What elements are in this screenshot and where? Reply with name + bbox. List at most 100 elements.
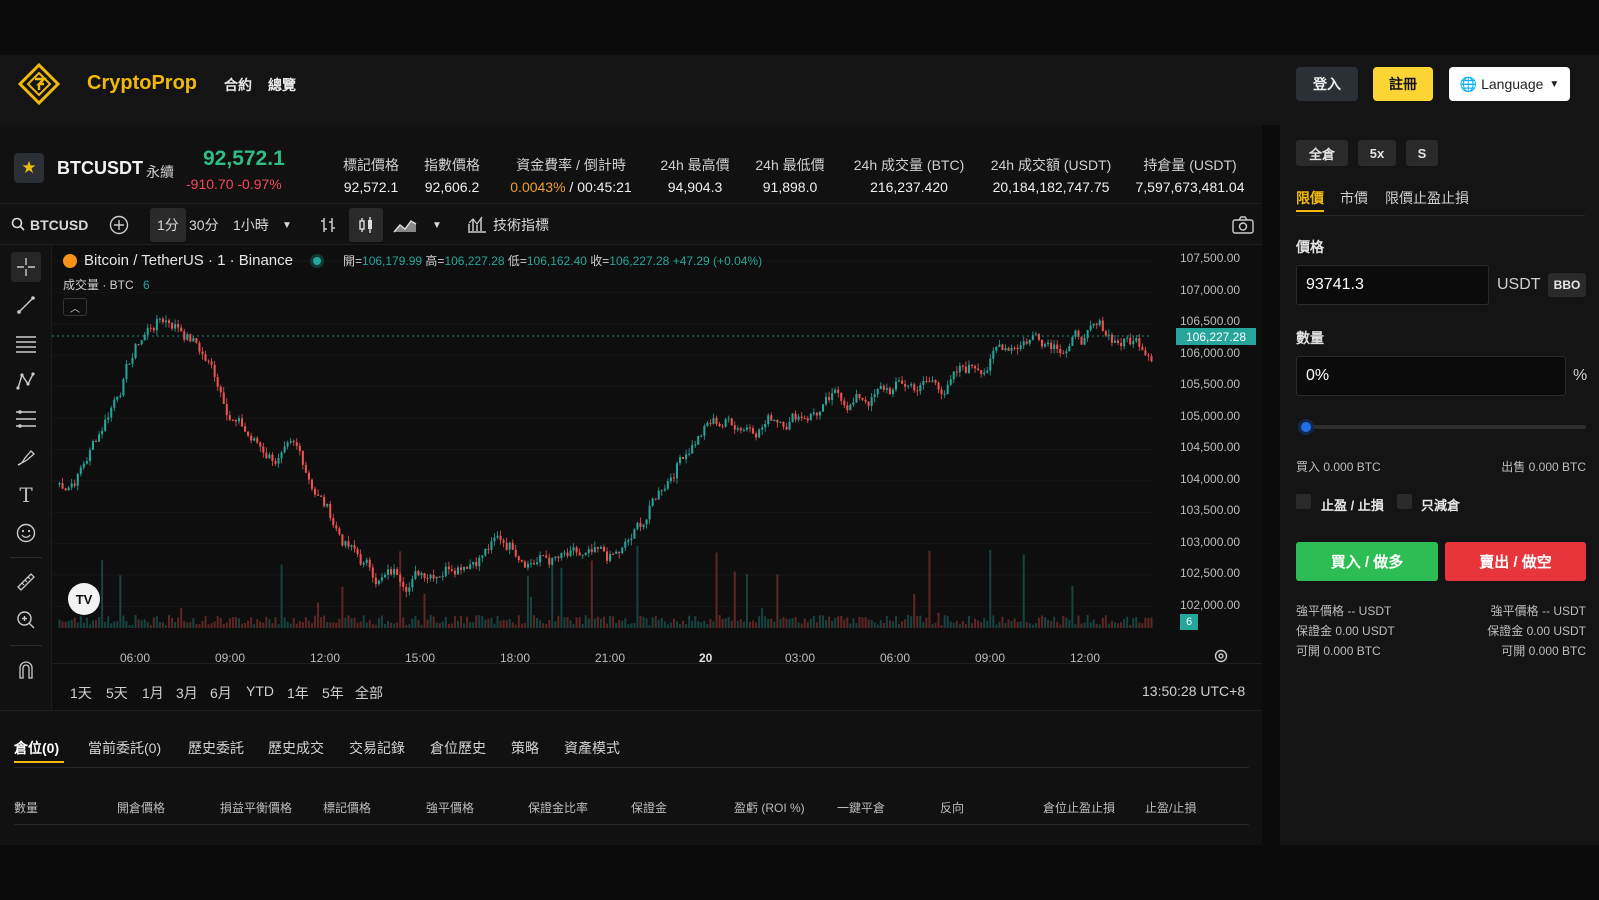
style-dropdown-chevron-icon[interactable]: ▼ [432,219,442,231]
range-3m-button[interactable]: 3月 [176,685,198,701]
nav-overview-link[interactable]: 總覽 [268,77,296,93]
collapse-legend-chevron-icon[interactable]: ︿ [63,298,87,316]
sell-short-button[interactable]: 賣出 / 做空 [1445,542,1586,581]
volume-bar [773,621,776,628]
pattern-tool-icon[interactable] [11,366,41,396]
ruler-icon[interactable] [11,567,41,597]
volume-bar [125,621,128,628]
volume-bar [715,552,718,628]
order-type-limit-tab[interactable]: 限價 [1296,190,1324,206]
candle-body [1141,346,1144,351]
tab-strategy[interactable]: 策略 [511,740,539,756]
favorite-star-icon[interactable]: ★ [14,153,44,183]
candle-body [669,477,672,482]
range-1y-button[interactable]: 1年 [287,685,309,701]
bar-style-icon[interactable] [319,204,337,246]
interval-dropdown-chevron-icon[interactable]: ▼ [282,219,292,231]
range-5y-button[interactable]: 5年 [322,685,344,701]
quantity-slider-track[interactable] [1306,425,1586,429]
crosshair-icon[interactable] [11,252,41,282]
tab-order-history[interactable]: 歷史委託 [188,740,244,756]
candle-body [292,441,295,443]
volume-bar [487,618,490,628]
quantity-slider-handle[interactable] [1298,419,1314,435]
text-tool-icon[interactable]: T [19,483,33,507]
reduce-only-checkbox[interactable] [1397,494,1412,509]
candle-body [1071,336,1074,346]
candle-body [250,435,253,441]
brush-icon[interactable] [11,442,41,472]
range-1d-button[interactable]: 1天 [70,685,92,701]
area-style-icon[interactable] [393,204,417,246]
trend-line-icon[interactable] [11,290,41,320]
candle-body [739,428,742,431]
brand-logo-icon[interactable] [17,62,61,106]
candle-body [466,566,469,569]
margin-mode-button[interactable]: 全倉 [1296,140,1348,166]
tab-transaction-log[interactable]: 交易記錄 [349,740,405,756]
language-select[interactable]: 🌐 Language ▼ [1449,67,1570,101]
candle-body [496,535,499,538]
chart-clock[interactable]: 13:50:28 UTC+8 [1142,683,1246,699]
stat-label: 持倉量 (USDT) [1143,157,1237,173]
volume-bar [995,624,998,628]
tpsl-checkbox[interactable] [1296,494,1311,509]
price-input[interactable] [1296,265,1489,305]
nav-contract-link[interactable]: 合約 [224,77,252,93]
register-button[interactable]: 註冊 [1373,67,1433,101]
compare-add-icon[interactable] [109,204,129,246]
candle-body [770,415,773,421]
chart-settings-gear-icon[interactable] [1213,648,1229,669]
fibonacci-icon[interactable] [11,404,41,434]
tab-trade-history[interactable]: 歷史成交 [268,740,324,756]
symbol-search[interactable]: BTCUSD [11,204,88,246]
interval-30m-button[interactable]: 30分 [189,217,219,233]
indicators-button[interactable]: 技術指標 [467,204,549,246]
zoom-in-icon[interactable] [11,605,41,635]
volume-bar [1010,621,1013,628]
volume-bar [782,616,785,628]
reduce-only-label[interactable]: 只減倉 [1421,498,1461,513]
login-button[interactable]: 登入 [1296,67,1358,101]
bbo-button[interactable]: BBO [1548,273,1586,297]
volume-bar [326,622,329,628]
candle-body [986,370,989,373]
range-all-button[interactable]: 全部 [355,685,383,701]
chart-canvas[interactable] [52,245,1262,710]
price-chart[interactable]: Bitcoin / TetherUS · 1 · Binance 開=106,1… [52,245,1262,710]
volume-bar [70,619,73,628]
tpsl-label[interactable]: 止盈 / 止損 [1321,498,1384,513]
tab-asset-mode[interactable]: 資產模式 [564,740,620,756]
camera-icon[interactable] [1232,204,1254,246]
range-ytd-button[interactable]: YTD [246,683,274,699]
order-type-market-tab[interactable]: 市價 [1340,190,1368,206]
volume-bar [161,622,164,628]
candle-body [633,529,636,539]
candle-body [818,411,821,416]
tab-positions[interactable]: 倉位(0) [14,740,60,756]
time-axis-label: 06:00 [880,651,911,665]
interval-1h-button[interactable]: 1小時 [233,217,269,233]
horizontal-lines-icon[interactable] [11,328,41,358]
range-5d-button[interactable]: 5天 [106,685,128,701]
quantity-input[interactable] [1296,356,1566,396]
order-type-stop-limit-tab[interactable]: 限價止盈止損 [1385,190,1469,206]
tradingview-logo-icon[interactable]: TV [68,583,100,615]
candle-body [1080,336,1083,345]
tab-open-orders[interactable]: 當前委託(0) [88,740,162,756]
candle-body [831,393,834,400]
interval-1m-button[interactable]: 1分 [150,208,186,242]
symbol-name[interactable]: BTCUSDT [57,158,143,178]
tab-position-history[interactable]: 倉位歷史 [430,740,486,756]
range-6m-button[interactable]: 6月 [210,685,232,701]
brand-name[interactable]: CryptoProp [87,72,197,94]
position-mode-button[interactable]: S [1406,140,1438,166]
buy-liquidation-price: 強平價格 -- USDT [1296,604,1392,618]
candle-style-icon[interactable] [349,208,383,242]
range-1m-button[interactable]: 1月 [142,685,164,701]
emoji-icon[interactable] [11,518,41,548]
magnet-icon[interactable] [11,655,41,685]
buy-long-button[interactable]: 買入 / 做多 [1296,542,1438,581]
candle-body [478,557,481,567]
leverage-button[interactable]: 5x [1358,140,1396,166]
